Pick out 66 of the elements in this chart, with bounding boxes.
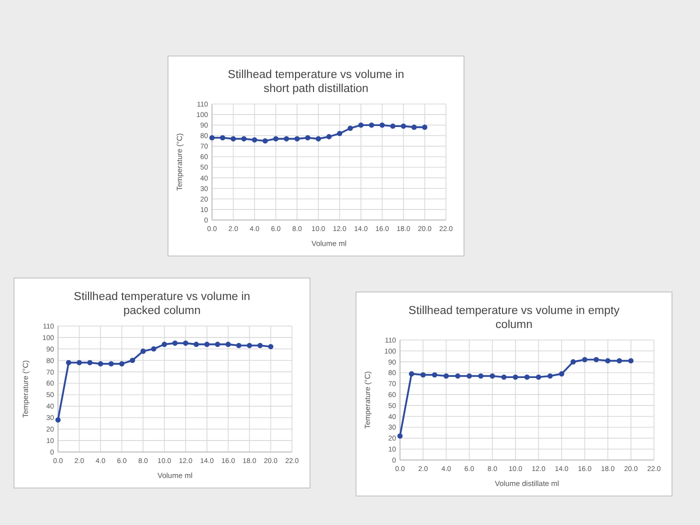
point: [512, 374, 518, 380]
point: [594, 356, 599, 362]
point: [246, 342, 252, 348]
point: [524, 374, 530, 380]
point: [257, 342, 263, 348]
point: [432, 372, 438, 378]
point: [326, 134, 332, 140]
point: [214, 342, 220, 347]
point: [151, 346, 156, 352]
point: [230, 136, 236, 142]
point: [252, 137, 258, 142]
point: [490, 373, 496, 379]
point: [408, 371, 414, 376]
point: [501, 374, 507, 380]
point: [119, 361, 124, 366]
point: [294, 136, 300, 142]
point: [547, 373, 553, 379]
point: [241, 136, 247, 142]
point: [226, 342, 231, 347]
point: [358, 122, 364, 128]
point: [420, 372, 426, 378]
point: [268, 344, 274, 350]
point: [616, 358, 622, 364]
chart-title: Stillhead temperature vs volume in empty column: [408, 305, 620, 331]
point: [284, 136, 290, 142]
point: [209, 135, 215, 140]
point: [605, 358, 610, 364]
point: [380, 122, 385, 128]
point: [570, 359, 576, 364]
point: [400, 124, 406, 129]
point: [466, 373, 472, 379]
point: [172, 340, 178, 346]
point: [444, 373, 449, 379]
point: [390, 124, 396, 129]
point: [558, 371, 564, 376]
point: [76, 360, 82, 366]
point: [66, 360, 72, 366]
point: [220, 135, 226, 140]
chart-title: Stillhead temperature vs volume in packed column: [74, 291, 250, 317]
point: [204, 342, 210, 347]
point: [582, 356, 588, 362]
point: [336, 130, 342, 136]
point: [422, 124, 428, 130]
point: [182, 340, 188, 346]
point: [87, 360, 93, 366]
point: [478, 373, 484, 379]
point: [108, 361, 114, 366]
point: [273, 136, 278, 142]
point: [98, 361, 104, 366]
point: [455, 373, 460, 379]
point: [130, 358, 136, 364]
point: [236, 342, 242, 348]
point: [194, 342, 199, 347]
point: [305, 135, 310, 140]
point: [348, 126, 353, 131]
point: [368, 122, 374, 128]
point: [55, 417, 61, 423]
point: [536, 374, 542, 380]
point: [262, 138, 268, 144]
point: [628, 358, 634, 364]
point: [162, 342, 168, 347]
point: [397, 433, 403, 439]
chart-title: Stillhead temperature vs volume in short path distillation: [228, 69, 404, 95]
point: [316, 136, 322, 142]
point: [411, 124, 417, 130]
point: [140, 348, 146, 354]
